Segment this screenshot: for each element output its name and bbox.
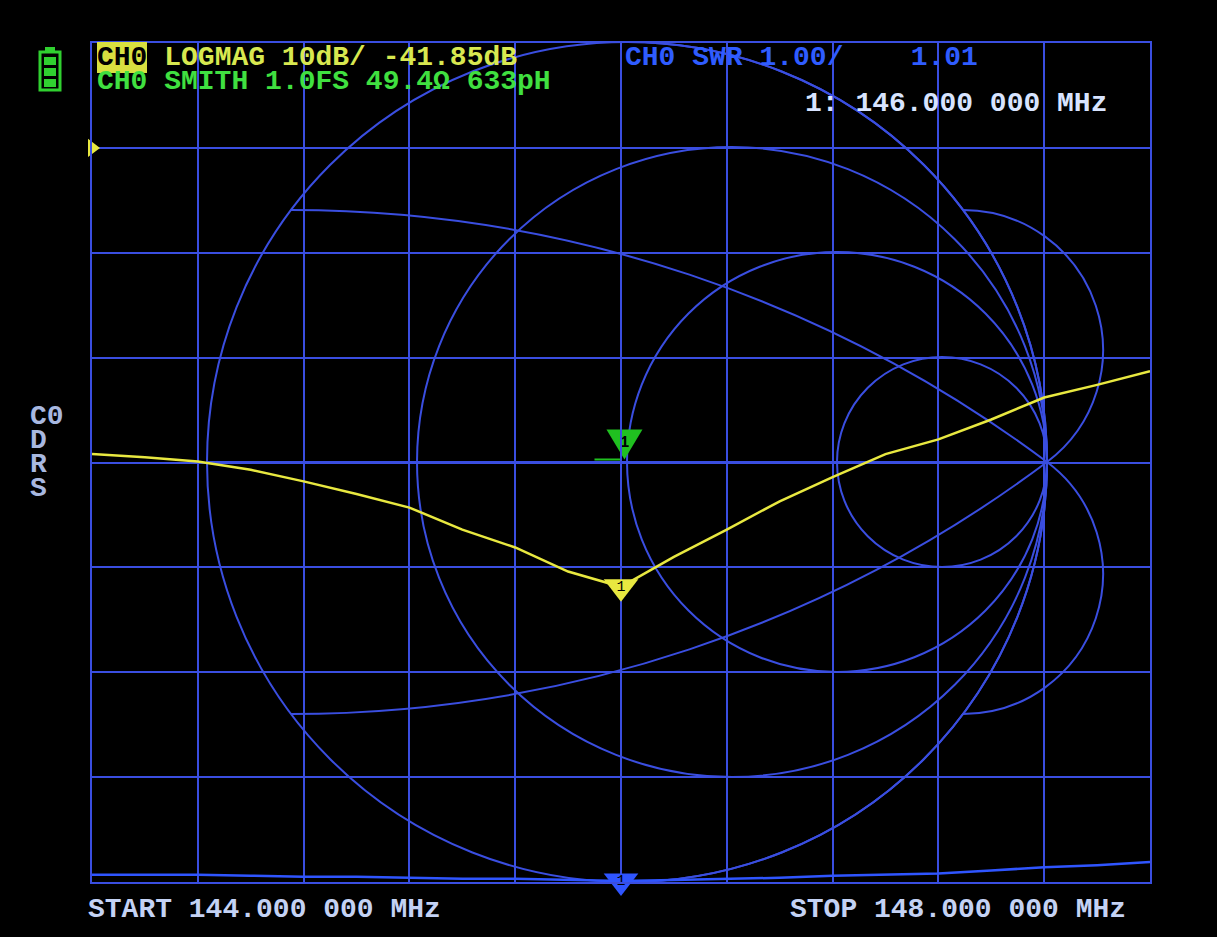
html-text:CH0 SMITH 1.0FS 49.4Ω 633pH: CH0 SMITH 1.0FS 49.4Ω 633pH	[97, 66, 551, 97]
html-text:S: S	[30, 473, 47, 504]
svg-text:1: 1	[616, 873, 625, 890]
html-text:1: 146.000 000 MHz: 1: 146.000 000 MHz	[805, 88, 1108, 119]
html-text:STOP 148.000 000 MHz: STOP 148.000 000 MHz	[790, 894, 1127, 925]
html-text:D: D	[30, 425, 47, 456]
html-text:CH0 LOGMAG 10dB/ -41.85dB: CH0 LOGMAG 10dB/ -41.85dB	[97, 42, 518, 73]
svg-text:1: 1	[620, 434, 630, 452]
html-text:C0: C0	[30, 401, 64, 432]
html-text:START 144.000 000 MHz: START 144.000 000 MHz	[88, 894, 441, 925]
html-text:CH0 SWR 1.00/ 1.01: CH0 SWR 1.00/ 1.01	[625, 42, 978, 73]
svg-text:1: 1	[616, 579, 625, 596]
html-text:R: R	[30, 449, 47, 480]
